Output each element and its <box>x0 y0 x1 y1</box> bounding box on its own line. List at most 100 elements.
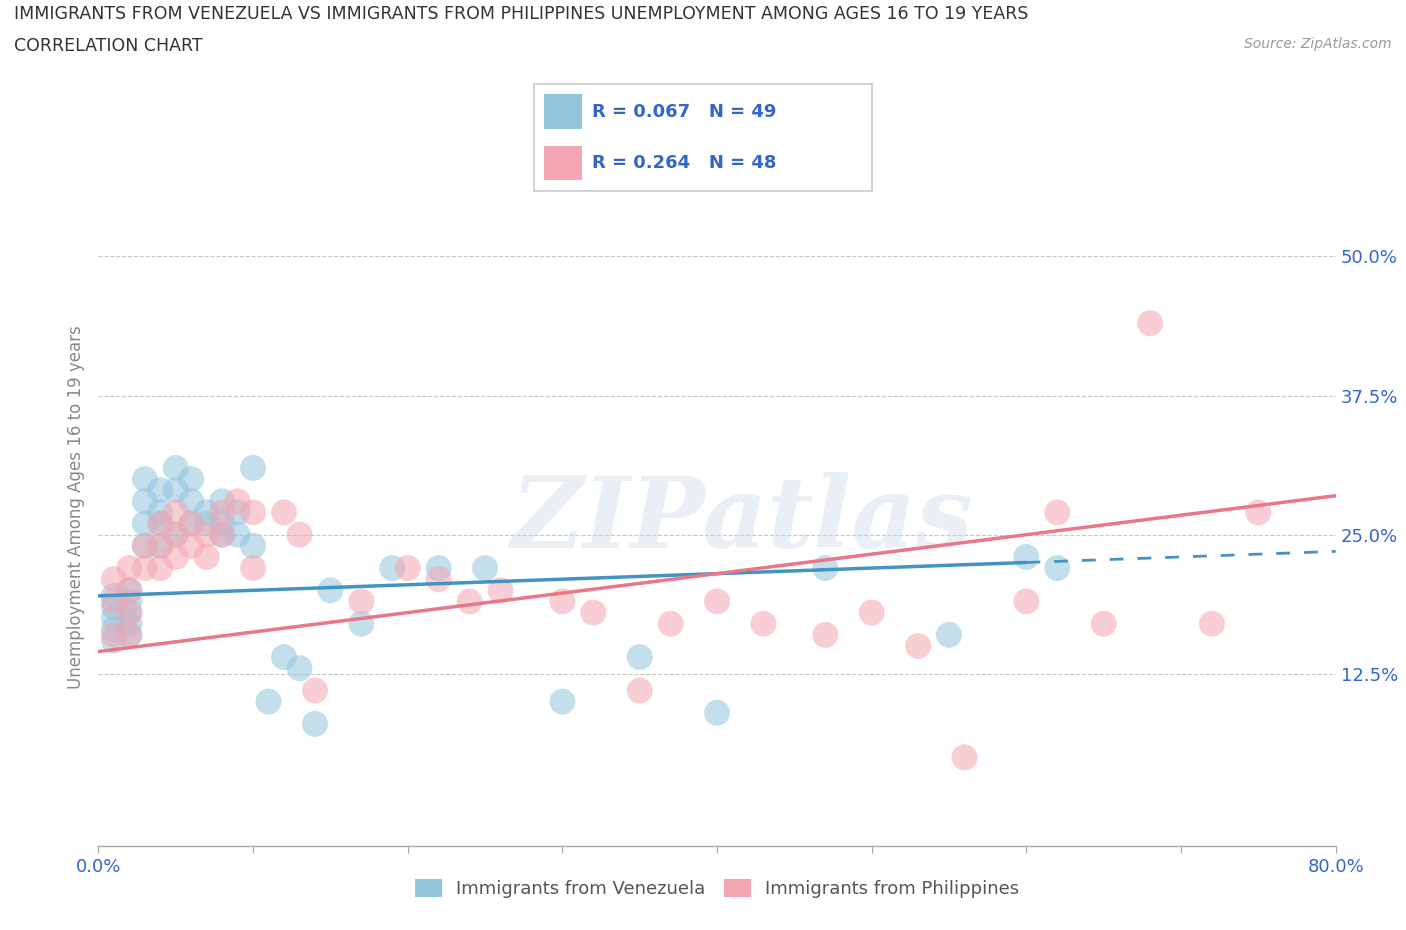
Point <box>907 639 929 654</box>
Point <box>134 494 156 509</box>
Point <box>195 527 218 542</box>
Point <box>242 460 264 475</box>
Point <box>350 594 373 609</box>
Point <box>582 605 605 620</box>
Point <box>288 527 311 542</box>
Point <box>149 516 172 531</box>
Bar <box>544 146 582 180</box>
Point <box>226 494 249 509</box>
Point <box>134 538 156 553</box>
Point <box>149 538 172 553</box>
Point <box>134 538 156 553</box>
Point <box>273 650 295 665</box>
Point <box>118 583 141 598</box>
Point <box>211 527 233 542</box>
Point <box>1046 561 1069 576</box>
Point <box>103 589 125 604</box>
Point <box>211 527 233 542</box>
Point <box>103 600 125 615</box>
Point <box>706 705 728 720</box>
Point <box>242 505 264 520</box>
Point <box>1046 505 1069 520</box>
Y-axis label: Unemployment Among Ages 16 to 19 years: Unemployment Among Ages 16 to 19 years <box>66 325 84 689</box>
Point <box>134 472 156 486</box>
Point <box>180 516 202 531</box>
Text: CORRELATION CHART: CORRELATION CHART <box>14 37 202 55</box>
Point <box>814 628 837 643</box>
Point <box>180 494 202 509</box>
Text: R = 0.264   N = 48: R = 0.264 N = 48 <box>592 153 776 172</box>
Point <box>195 516 218 531</box>
Point <box>149 516 172 531</box>
Point <box>211 516 233 531</box>
Point <box>1015 550 1038 565</box>
Point <box>1092 617 1115 631</box>
Point <box>180 538 202 553</box>
Point <box>814 561 837 576</box>
Point <box>427 561 450 576</box>
Text: Source: ZipAtlas.com: Source: ZipAtlas.com <box>1244 37 1392 51</box>
Legend: Immigrants from Venezuela, Immigrants from Philippines: Immigrants from Venezuela, Immigrants fr… <box>408 871 1026 905</box>
Point <box>551 694 574 709</box>
Point <box>103 633 125 648</box>
Point <box>273 505 295 520</box>
Point <box>659 617 682 631</box>
Point <box>180 516 202 531</box>
Point <box>319 583 342 598</box>
Point <box>628 650 651 665</box>
Point <box>134 516 156 531</box>
Point <box>953 750 976 764</box>
Point <box>226 505 249 520</box>
Point <box>427 572 450 587</box>
Point <box>1015 594 1038 609</box>
Point <box>118 628 141 643</box>
Point <box>860 605 883 620</box>
Point <box>118 605 141 620</box>
Point <box>165 505 187 520</box>
Point <box>551 594 574 609</box>
Point <box>165 550 187 565</box>
Point <box>211 494 233 509</box>
Point <box>242 538 264 553</box>
Point <box>242 561 264 576</box>
Point <box>165 527 187 542</box>
Point <box>195 550 218 565</box>
Point <box>149 483 172 498</box>
Point <box>628 683 651 698</box>
Point <box>180 472 202 486</box>
Point <box>474 561 496 576</box>
Point <box>118 605 141 620</box>
Point <box>304 716 326 731</box>
Point <box>257 694 280 709</box>
Point <box>149 538 172 553</box>
Point <box>458 594 481 609</box>
Point <box>118 561 141 576</box>
Point <box>118 594 141 609</box>
Point <box>103 572 125 587</box>
Point <box>103 622 125 637</box>
Point <box>103 594 125 609</box>
Point <box>381 561 404 576</box>
Text: ZIPatlas: ZIPatlas <box>510 472 973 568</box>
Point <box>149 505 172 520</box>
Bar <box>544 94 582 128</box>
Point <box>1139 316 1161 331</box>
Point <box>752 617 775 631</box>
Point <box>226 527 249 542</box>
Point <box>706 594 728 609</box>
Point <box>118 628 141 643</box>
Point <box>134 561 156 576</box>
Point <box>938 628 960 643</box>
Point <box>118 583 141 598</box>
Point <box>1201 617 1223 631</box>
Text: IMMIGRANTS FROM VENEZUELA VS IMMIGRANTS FROM PHILIPPINES UNEMPLOYMENT AMONG AGES: IMMIGRANTS FROM VENEZUELA VS IMMIGRANTS … <box>14 5 1028 22</box>
Point <box>211 505 233 520</box>
Point <box>165 460 187 475</box>
Point <box>195 505 218 520</box>
Point <box>165 483 187 498</box>
Point <box>304 683 326 698</box>
Point <box>118 617 141 631</box>
Point <box>288 661 311 676</box>
Text: R = 0.067   N = 49: R = 0.067 N = 49 <box>592 102 776 121</box>
Point <box>103 611 125 626</box>
